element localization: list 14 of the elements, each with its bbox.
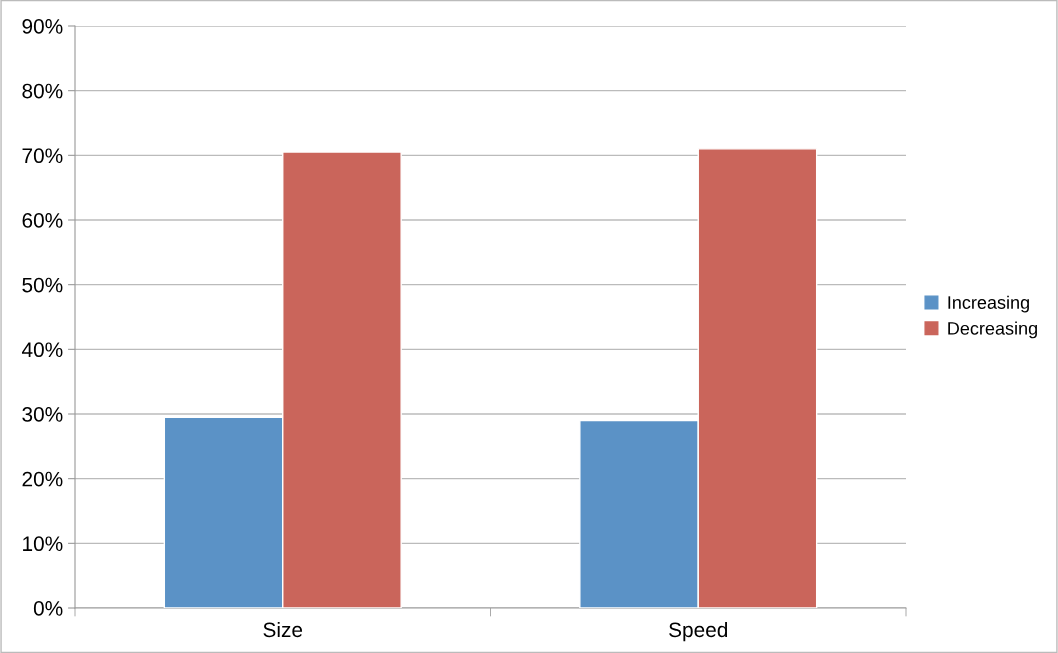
y-tick-label: 20%	[22, 471, 63, 487]
y-tick-label: 0%	[33, 601, 63, 616]
y-tick-label: 40%	[21, 342, 63, 358]
y-tick-label: 90%	[22, 19, 63, 34]
x-tick-label: Speed	[669, 621, 728, 642]
y-tick-label: 80%	[22, 83, 63, 99]
legend-label: Decreasing	[948, 321, 1037, 339]
x-tick-label: Size	[263, 621, 303, 638]
y-tick-label: 50%	[22, 277, 63, 293]
legend-label: Increasing	[948, 295, 1029, 313]
y-tick-label: 60%	[22, 213, 63, 228]
y-tick-label: 30%	[22, 407, 63, 422]
y-tick-label: 10%	[23, 536, 63, 552]
y-tick-label: 70%	[22, 148, 63, 164]
